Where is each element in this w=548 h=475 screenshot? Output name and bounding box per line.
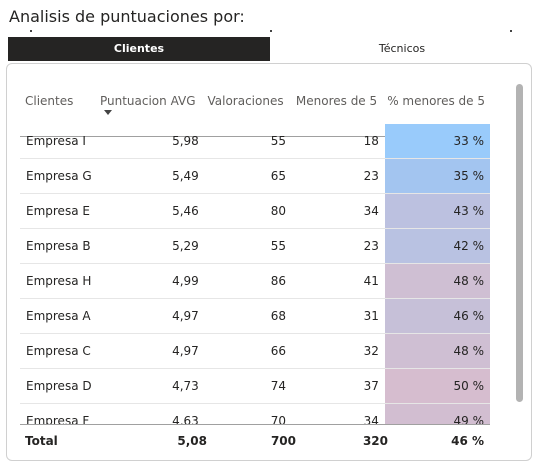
cell-pct-menores: 48 % [384,263,490,299]
table-body: Empresa I 5,98 55 18 33 % Empresa G 5,49 65 23 35… [20,124,490,424]
cell-menores: 41 [291,263,385,299]
cell-valoraciones: 65 [204,158,292,194]
table-row[interactable]: Empresa G 5,49 65 23 35 % [20,158,490,194]
cell-pct-menores: 48 % [384,333,490,369]
cell-pct-menores: 46 % [384,298,490,334]
vertical-scrollbar[interactable] [516,84,523,402]
cell-menores: 32 [291,333,385,369]
cell-menores: 31 [291,298,385,334]
col-header-puntuacion-label: Puntuacion AVG [99,94,196,108]
focus-dot [270,30,272,32]
cell-menores: 18 [291,124,385,159]
cell-menores: 23 [291,158,385,194]
table-row[interactable]: Empresa E 5,46 80 34 43 % [20,193,490,229]
cell-valoraciones: 80 [204,193,292,229]
cell-cliente: Empresa H [20,263,100,299]
total-valoraciones: 700 [270,434,296,448]
cell-puntuacion: 4,63 [99,403,205,424]
cell-pct-menores: 49 % [384,403,490,424]
cell-valoraciones: 86 [204,263,292,299]
cell-puntuacion: 4,97 [99,333,205,369]
cell-puntuacion: 5,49 [99,158,205,194]
total-menores: 320 [362,434,388,448]
table-row[interactable]: Empresa B 5,29 55 23 42 % [20,228,490,264]
cell-menores: 37 [291,368,385,404]
total-avg: 5,08 [177,434,207,448]
focus-dot [30,30,32,32]
cell-puntuacion: 4,73 [99,368,205,404]
cell-cliente: Empresa F [20,403,100,424]
cell-cliente: Empresa G [20,158,100,194]
cell-pct-menores: 33 % [384,124,490,159]
cell-valoraciones: 55 [204,124,292,159]
table-row[interactable]: Empresa C 4,97 66 32 48 % [20,333,490,369]
cell-valoraciones: 68 [204,298,292,334]
cell-valoraciones: 55 [204,228,292,264]
cell-puntuacion: 4,99 [99,263,205,299]
total-pct: 46 % [451,434,484,448]
totals-row: Total 5,08 700 320 46 % [20,424,490,459]
tab-clientes[interactable]: Clientes [8,37,270,61]
cell-puntuacion: 5,98 [99,124,205,159]
cell-puntuacion: 4,97 [99,298,205,334]
cell-pct-menores: 43 % [384,193,490,229]
cell-pct-menores: 50 % [384,368,490,404]
table-row[interactable]: Empresa D 4,73 74 37 50 % [20,368,490,404]
cell-cliente: Empresa A [20,298,100,334]
tab-tecnicos[interactable]: Técnicos [270,37,534,61]
table-row[interactable]: Empresa F 4,63 70 34 49 % [20,403,490,424]
cell-valoraciones: 66 [204,333,292,369]
total-label: Total [25,434,58,448]
focus-dot [510,30,512,32]
cell-menores: 34 [291,193,385,229]
cell-cliente: Empresa D [20,368,100,404]
cell-pct-menores: 35 % [384,158,490,194]
cell-valoraciones: 70 [204,403,292,424]
table-row[interactable]: Empresa I 5,98 55 18 33 % [20,124,490,159]
cell-cliente: Empresa E [20,193,100,229]
cell-menores: 34 [291,403,385,424]
table-row[interactable]: Empresa H 4,99 86 41 48 % [20,263,490,299]
cell-puntuacion: 5,46 [99,193,205,229]
cell-cliente: Empresa B [20,228,100,264]
table-row[interactable]: Empresa A 4,97 68 31 46 % [20,298,490,334]
sort-desc-icon [103,110,112,115]
cell-valoraciones: 74 [204,368,292,404]
cell-pct-menores: 42 % [384,228,490,264]
table-visual: Clientes Puntuacion AVG Valoraciones Men… [6,63,532,461]
cell-cliente: Empresa I [20,124,100,159]
cell-menores: 23 [291,228,385,264]
page-title: Analisis de puntuaciones por: [9,7,245,26]
cell-cliente: Empresa C [20,333,100,369]
view-toggle: Clientes Técnicos [8,37,534,61]
cell-puntuacion: 5,29 [99,228,205,264]
